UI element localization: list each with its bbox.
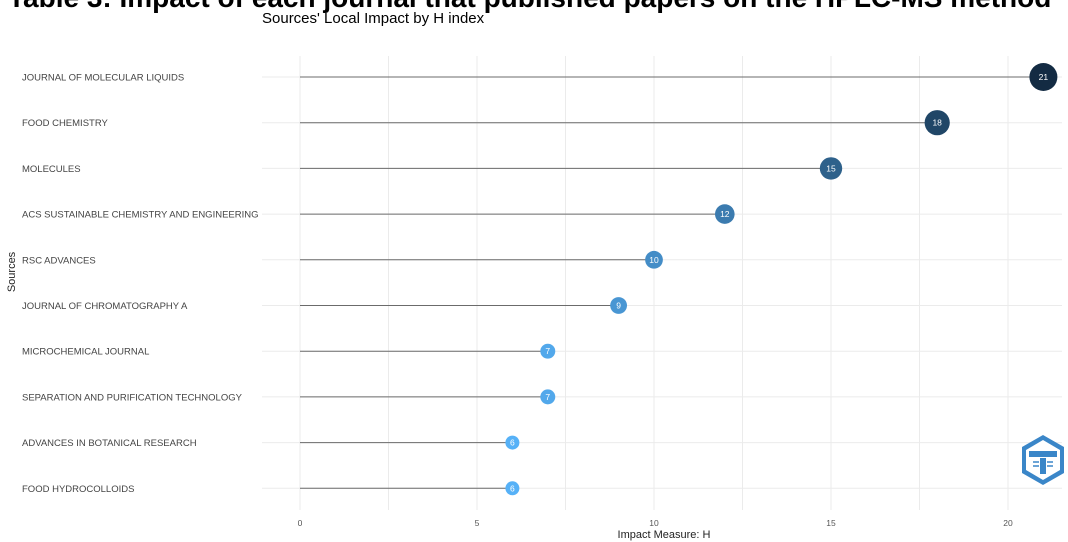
value-label: 7	[545, 392, 550, 402]
category-label: MOLECULES	[22, 164, 81, 175]
category-label: FOOD CHEMISTRY	[22, 118, 109, 129]
value-label: 6	[510, 483, 515, 493]
lollipop-point	[610, 297, 627, 314]
x-axis-title: Impact Measure: H	[618, 529, 711, 541]
lollipop-point	[505, 481, 520, 496]
category-label: FOOD HYDROCOLLOIDS	[22, 484, 134, 495]
value-label: 6	[510, 438, 515, 448]
value-label: 10	[649, 255, 659, 265]
points-layer: 21 18 15 12 10 9 7 7 6 6	[505, 63, 1058, 496]
category-label: ACS SUSTAINABLE CHEMISTRY AND ENGINEERIN…	[22, 210, 259, 221]
value-label: 15	[826, 163, 836, 173]
value-label: 7	[545, 346, 550, 356]
lollipop-point	[505, 435, 520, 450]
x-tick-labels: 0 5 10 15 20	[298, 518, 1013, 528]
x-tick-label: 10	[649, 518, 659, 528]
value-label: 9	[616, 301, 621, 311]
category-label: ADVANCES IN BOTANICAL RESEARCH	[22, 438, 197, 449]
lollipop-point	[540, 343, 556, 359]
x-tick-label: 0	[298, 518, 303, 528]
x-tick-label: 15	[826, 518, 836, 528]
category-label: MICROCHEMICAL JOURNAL	[22, 347, 149, 358]
lollipop-point	[924, 110, 950, 136]
stems-layer	[300, 76, 1044, 489]
category-label: JOURNAL OF CHROMATOGRAPHY A	[22, 301, 188, 312]
lollipop-point	[645, 250, 663, 269]
value-label: 21	[1039, 72, 1049, 82]
category-labels: JOURNAL OF MOLECULAR LIQUIDS FOOD CHEMIST…	[22, 73, 259, 495]
page-caption: Table 3: Impact of each journal that pub…	[8, 0, 1068, 14]
lollipop-point	[819, 157, 843, 180]
lollipop-point	[715, 204, 735, 224]
lollipop-point	[540, 389, 556, 405]
value-label: 12	[720, 209, 730, 219]
y-axis-title: Sources	[6, 251, 18, 292]
x-tick-label: 20	[1003, 518, 1013, 528]
category-label: SEPARATION AND PURIFICATION TECHNOLOGY	[22, 392, 243, 403]
lollipop-point	[1029, 63, 1058, 91]
chart-title: Sources' Local Impact by H index	[262, 10, 485, 27]
x-tick-label: 5	[475, 518, 480, 528]
category-label: RSC ADVANCES	[22, 255, 96, 266]
bibliometrix-logo-icon	[1022, 435, 1064, 485]
value-label: 18	[932, 118, 942, 128]
category-label: JOURNAL OF MOLECULAR LIQUIDS	[22, 73, 184, 84]
